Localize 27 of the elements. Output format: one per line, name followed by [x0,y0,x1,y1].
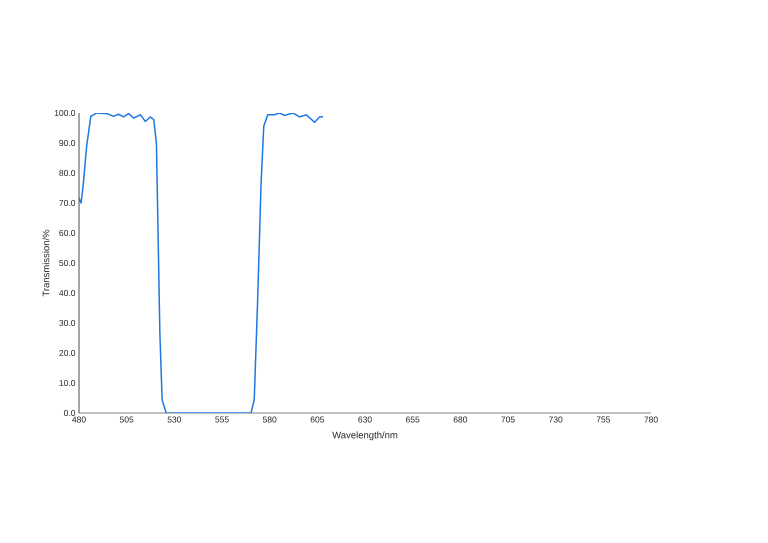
y-tick-label: 70.0 [59,200,76,206]
x-tick-label: 530 [168,416,182,423]
x-tick-label: 605 [310,416,324,423]
y-tick-label: 0.0 [64,410,76,416]
x-tick-label: 655 [406,416,420,423]
y-tick-label: 40.0 [59,290,76,296]
y-tick-label: 10.0 [60,380,76,386]
y-tick-label: 80.0 [59,170,76,176]
y-tick-label: 60.0 [59,230,76,236]
x-tick-label: 730 [549,416,562,423]
x-tick-label: 680 [454,416,468,423]
x-tick-label: 555 [215,416,229,422]
y-tick-label: 30.0 [59,320,76,326]
x-axis-title: Wavelength/nm [332,431,398,440]
x-tick-label: 580 [262,416,276,423]
x-tick-label: 505 [120,416,134,423]
y-tick-label: 20.0 [59,350,76,356]
x-tick-label: 480 [72,416,86,423]
line-series [79,112,324,413]
y-axis-title: Transmission/% [42,230,50,296]
y-tick-label: 50.0 [59,260,76,266]
x-tick-label: 780 [644,416,658,423]
y-tick-label: 100.0 [54,110,76,116]
x-tick-label: 630 [358,416,372,423]
y-tick-label: 90.0 [59,140,76,146]
x-tick-label: 705 [501,416,515,423]
x-tick-label: 755 [596,416,610,422]
